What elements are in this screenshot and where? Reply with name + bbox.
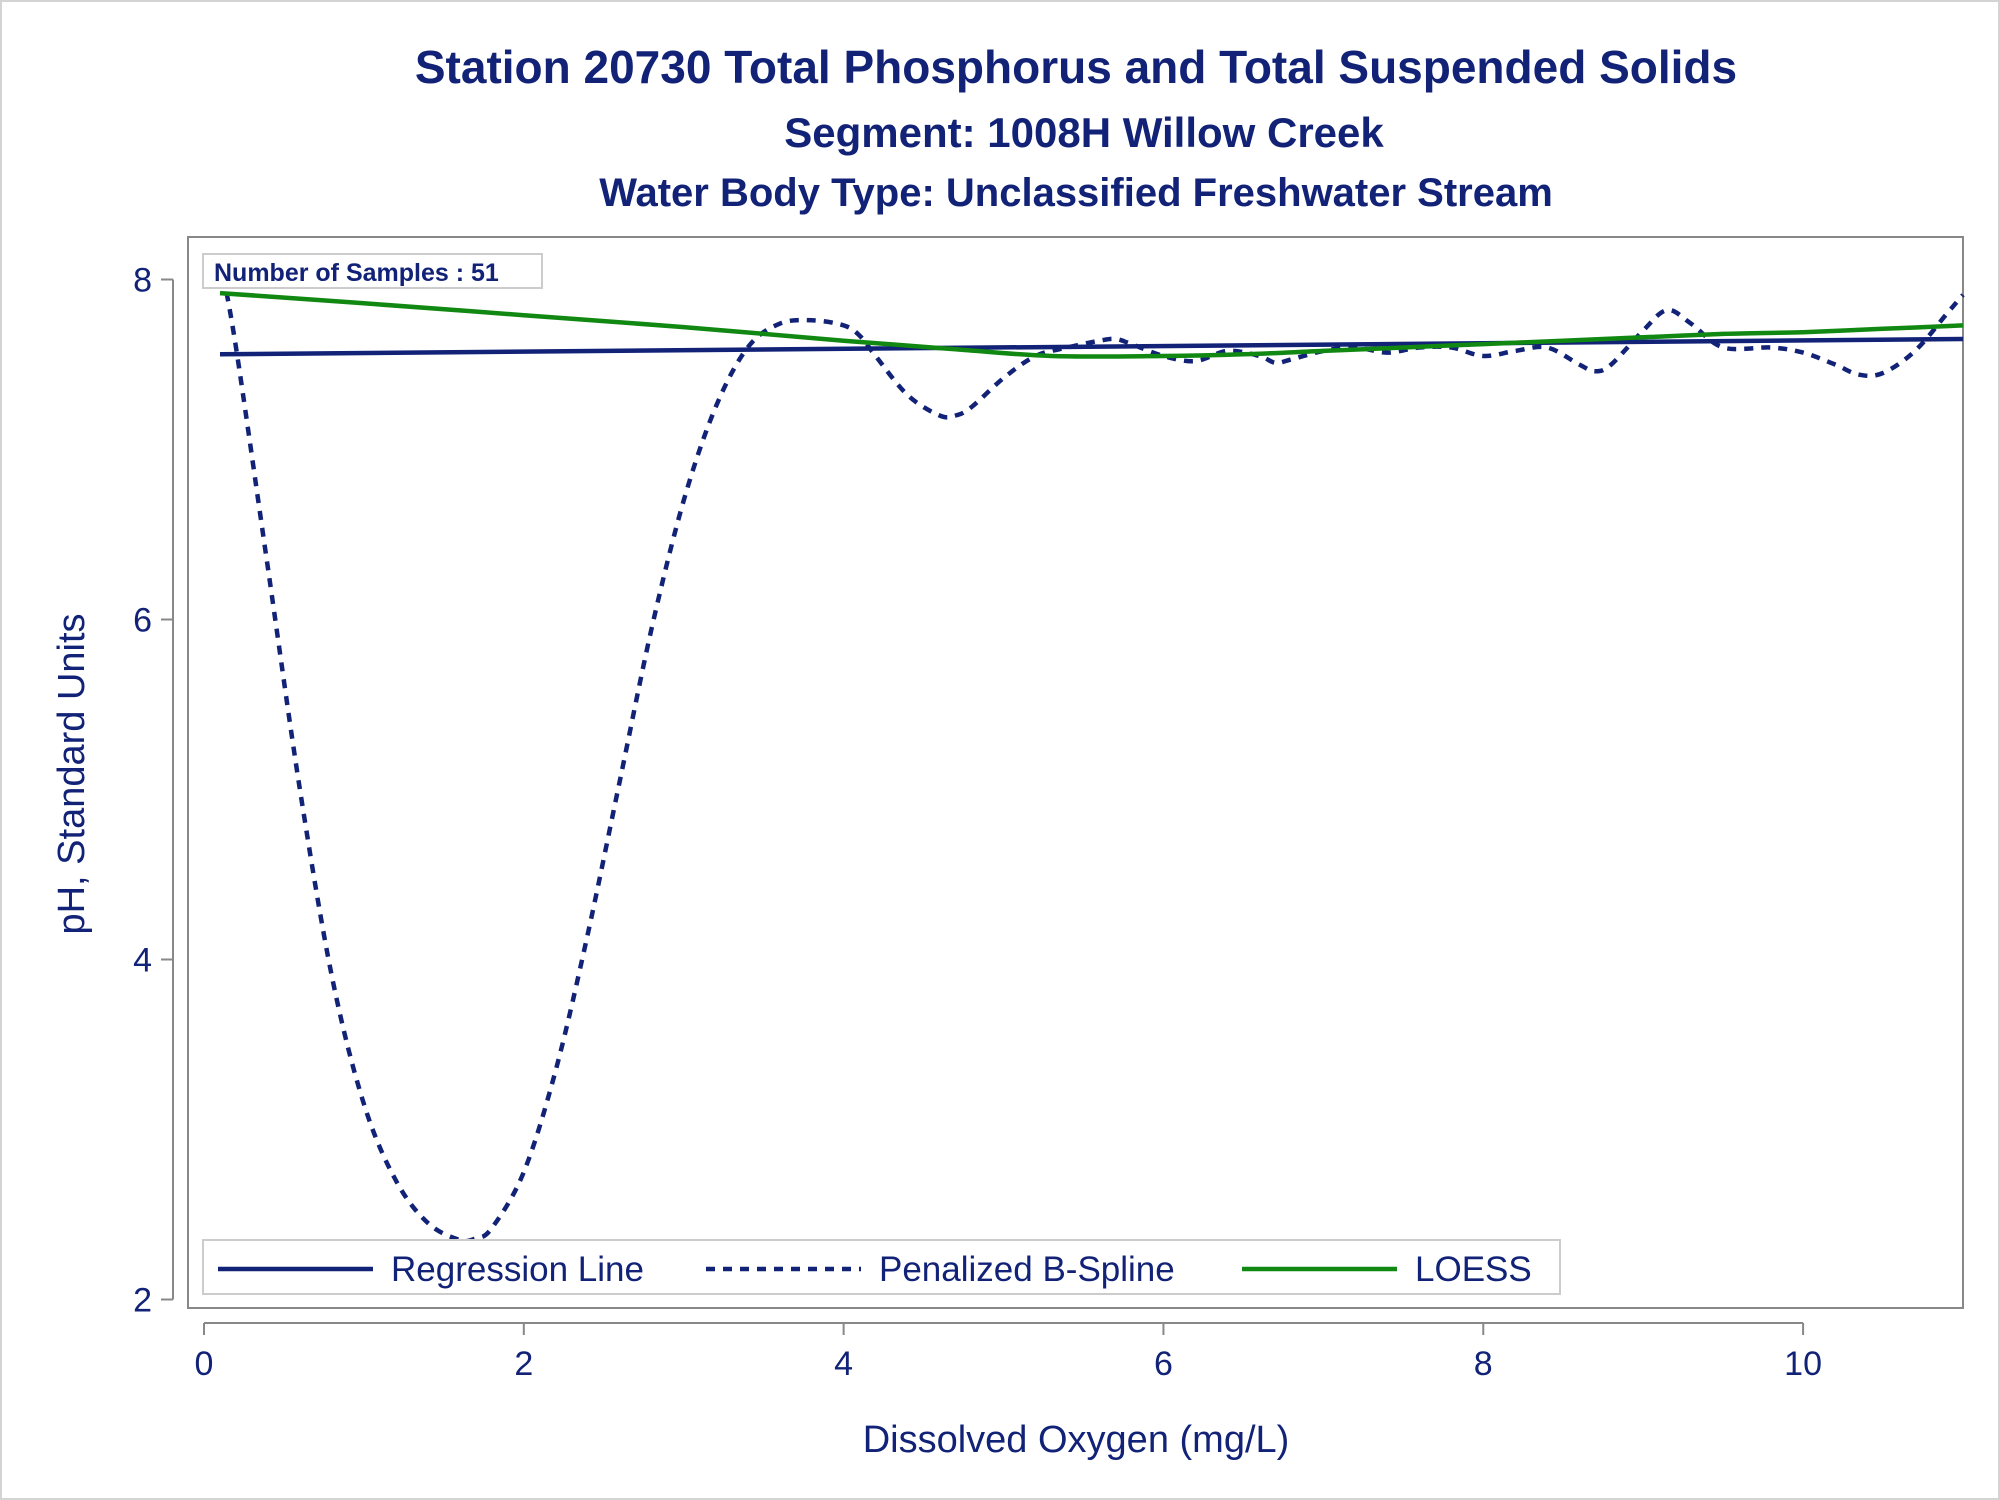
penalized-bspline-line	[217, 258, 1965, 1244]
x-tick-label: 6	[1154, 1345, 1173, 1383]
sample-count-label: Number of Samples : 51	[214, 259, 499, 287]
y-tick-label: 6	[133, 602, 152, 640]
x-tick-label: 10	[1784, 1345, 1822, 1383]
chart-subtitle-2: Water Body Type: Unclassified Freshwater…	[599, 171, 1553, 215]
x-tick-label: 4	[834, 1345, 853, 1383]
legend-label-loess: LOESS	[1415, 1250, 1532, 1289]
x-tick-label: 2	[514, 1345, 533, 1383]
regression-line	[219, 336, 1964, 357]
chart-subtitle: Segment: 1008H Willow Creek	[784, 109, 1384, 156]
x-axis-label: Dissolved Oxygen (mg/L)	[863, 1419, 1290, 1461]
plot-area	[187, 236, 1964, 1309]
loess-line	[219, 290, 1964, 359]
legend-label-spline: Penalized B-Spline	[879, 1250, 1175, 1289]
x-axis: 0 2 4 6 8 10	[195, 1322, 1822, 1383]
sample-count-box	[202, 253, 543, 289]
legend-label-regression: Regression Line	[391, 1250, 644, 1289]
y-tick-label: 8	[133, 262, 152, 300]
chart-title: Station 20730 Total Phosphorus and Total…	[415, 41, 1737, 93]
y-axis: 2 4 6 8	[133, 262, 174, 1320]
x-tick-label: 0	[195, 1345, 214, 1383]
y-tick-label: 2	[133, 1282, 152, 1320]
legend: Regression Line Penalized B-Spline LOESS	[202, 1239, 1561, 1295]
x-tick-label: 8	[1474, 1345, 1493, 1383]
y-axis-label: pH, Standard Units	[51, 613, 93, 934]
y-tick-label: 4	[133, 942, 152, 980]
series-layer	[217, 258, 1965, 1244]
